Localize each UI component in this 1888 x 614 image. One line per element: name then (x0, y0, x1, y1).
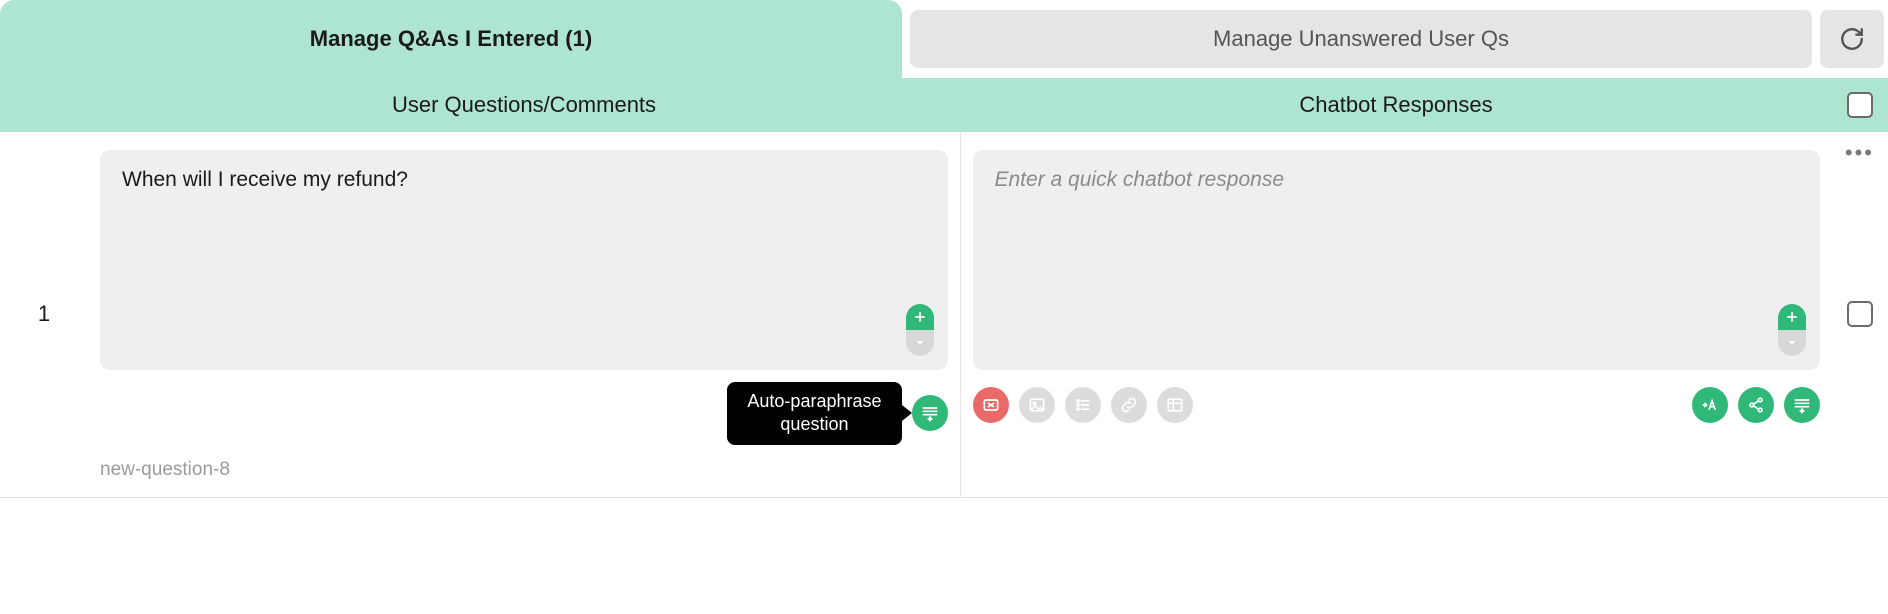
share-button[interactable] (1738, 387, 1774, 423)
response-expand-button[interactable] (1778, 330, 1806, 356)
refresh-icon (1839, 26, 1865, 52)
delete-x-icon (981, 395, 1001, 415)
tab-row: Manage Q&As I Entered (1) Manage Unanswe… (0, 0, 1888, 78)
more-icon: ••• (1845, 140, 1874, 165)
table-button[interactable] (1157, 387, 1193, 423)
select-all-checkbox[interactable] (1847, 92, 1873, 118)
question-textbox[interactable]: When will I receive my refund? (100, 150, 948, 370)
column-header-checkbox-cell (1832, 92, 1888, 118)
question-toolbar: Auto-paraphrase question (100, 382, 948, 445)
chevron-down-icon (913, 336, 927, 350)
qa-row: ••• 1 When will I receive my refund? (0, 132, 1888, 498)
archive-icon (1792, 395, 1812, 415)
list-button[interactable] (1065, 387, 1101, 423)
chevron-down-icon (1785, 336, 1799, 350)
question-pill-stack (906, 304, 934, 356)
image-button[interactable] (1019, 387, 1055, 423)
qa-manager: Manage Q&As I Entered (1) Manage Unanswe… (0, 0, 1888, 498)
link-icon (1119, 395, 1139, 415)
question-expand-button[interactable] (906, 330, 934, 356)
response-placeholder-text: Enter a quick chatbot response (995, 168, 1285, 191)
response-pill-stack (1778, 304, 1806, 356)
paraphrase-button[interactable] (912, 395, 948, 431)
text-a-button[interactable] (1692, 387, 1728, 423)
response-textbox[interactable]: Enter a quick chatbot response (973, 150, 1821, 370)
archive-button[interactable] (1784, 387, 1820, 423)
column-header-questions: User Questions/Comments (88, 92, 960, 118)
response-add-button[interactable] (1778, 304, 1806, 330)
response-column: Enter a quick chatbot response (960, 132, 1833, 497)
row-checkbox-cell (1832, 132, 1888, 497)
question-text: When will I receive my refund? (122, 168, 408, 191)
row-more-button[interactable]: ••• (1845, 140, 1874, 166)
paraphrase-tooltip: Auto-paraphrase question (727, 382, 901, 445)
plus-icon (913, 310, 927, 324)
table-icon (1165, 395, 1185, 415)
tab-unanswered-qs-label: Manage Unanswered User Qs (1213, 26, 1509, 52)
tab-entered-qa[interactable]: Manage Q&As I Entered (1) (0, 0, 902, 78)
row-index: 1 (0, 132, 88, 497)
delete-response-button[interactable] (973, 387, 1009, 423)
question-add-button[interactable] (906, 304, 934, 330)
text-a-icon (1700, 395, 1720, 415)
paraphrase-icon (920, 403, 940, 423)
share-icon (1746, 395, 1766, 415)
question-slug: new-question-8 (100, 459, 948, 481)
plus-icon (1785, 310, 1799, 324)
column-header-responses: Chatbot Responses (960, 92, 1832, 118)
question-column: When will I receive my refund? Auto-para… (88, 132, 960, 497)
row-checkbox[interactable] (1847, 301, 1873, 327)
tab-unanswered-qs[interactable]: Manage Unanswered User Qs (910, 10, 1812, 68)
image-icon (1027, 395, 1047, 415)
link-button[interactable] (1111, 387, 1147, 423)
tab-entered-qa-label: Manage Q&As I Entered (1) (310, 26, 592, 52)
response-toolbar (973, 382, 1821, 428)
refresh-button[interactable] (1820, 10, 1884, 68)
row-body: When will I receive my refund? Auto-para… (88, 132, 1832, 497)
list-icon (1073, 395, 1093, 415)
column-header-row: User Questions/Comments Chatbot Response… (0, 78, 1888, 132)
